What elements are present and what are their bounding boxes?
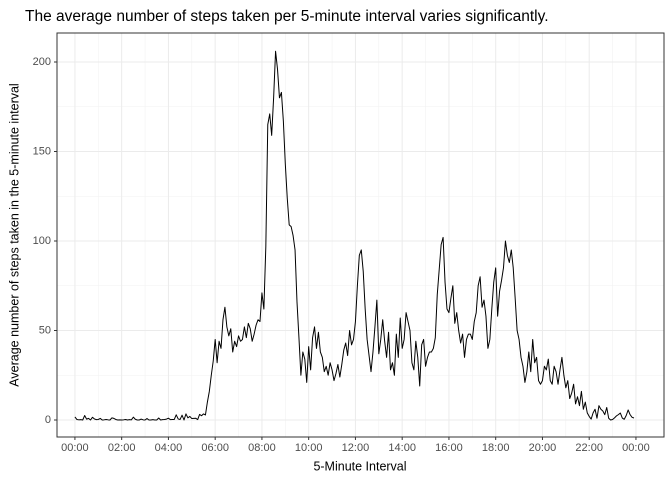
- x-tick-label: 06:00: [201, 442, 229, 454]
- x-tick-label: 14:00: [388, 442, 416, 454]
- x-tick-label: 04:00: [155, 442, 183, 454]
- x-axis-label: 5-Minute Interval: [313, 459, 406, 473]
- y-tick-label: 150: [33, 145, 51, 157]
- x-tick-label: 16:00: [435, 442, 463, 454]
- x-tick-label: 08:00: [248, 442, 276, 454]
- x-tick-label: 20:00: [529, 442, 557, 454]
- x-tick-label: 10:00: [295, 442, 323, 454]
- y-tick-label: 100: [33, 235, 51, 247]
- y-tick-label: 50: [39, 324, 51, 336]
- x-tick-label: 00:00: [622, 442, 650, 454]
- y-tick-label: 0: [45, 414, 51, 426]
- x-tick-label: 12:00: [342, 442, 370, 454]
- x-tick-label: 02:00: [108, 442, 136, 454]
- x-tick-label: 22:00: [575, 442, 603, 454]
- panel-border: [56, 32, 665, 438]
- y-tick-label: 200: [33, 56, 51, 68]
- y-axis-label: Average number of steps taken in the 5-m…: [7, 83, 21, 386]
- data-line: [74, 50, 635, 421]
- x-tick-label: 18:00: [482, 442, 510, 454]
- x-tick-label: 00:00: [61, 442, 89, 454]
- chart-title: The average number of steps taken per 5-…: [25, 8, 549, 25]
